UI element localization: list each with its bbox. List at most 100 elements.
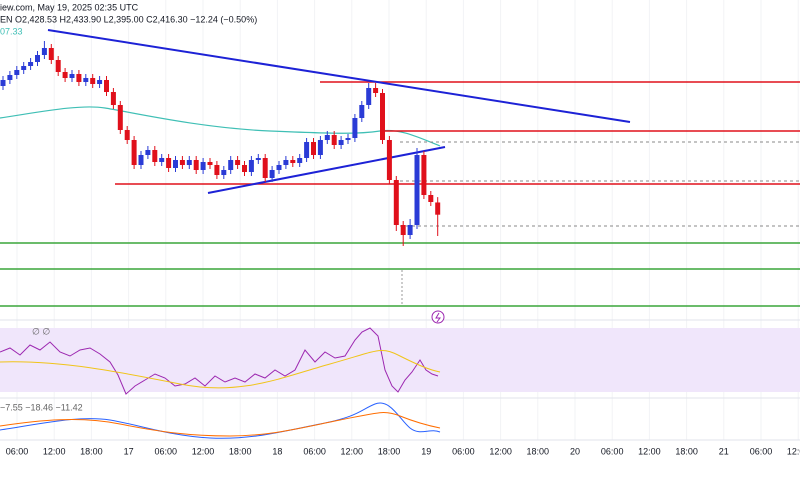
x-tick-label: 06:00 <box>601 446 624 456</box>
candle-body <box>186 160 192 165</box>
candle-body <box>97 80 103 84</box>
candle-body <box>317 140 323 155</box>
candle-body <box>262 158 268 178</box>
candle-body <box>90 78 96 84</box>
candle-body <box>159 158 165 162</box>
candle-body <box>352 118 358 138</box>
candle-body <box>110 92 116 105</box>
candle-body <box>269 170 275 178</box>
candle-body <box>428 195 434 202</box>
candle-body <box>14 70 20 75</box>
x-tick-label: 06:00 <box>452 446 475 456</box>
candle-body <box>138 155 144 165</box>
candle-body <box>0 80 6 86</box>
candle-body <box>131 140 137 165</box>
candle-body <box>228 160 234 170</box>
candle-body <box>214 165 220 175</box>
candle-body <box>173 160 178 168</box>
candle-body <box>414 155 420 225</box>
x-tick-label: 21 <box>719 446 729 456</box>
candle-body <box>393 180 399 225</box>
header-source: iew.com, May 19, 2025 02:35 UTC <box>0 2 139 12</box>
candle-body <box>290 160 296 163</box>
candle-body <box>193 160 199 170</box>
candle-body <box>166 158 172 168</box>
candle-body <box>338 140 344 145</box>
candle-body <box>69 74 75 78</box>
candle-body <box>345 138 351 140</box>
x-tick-label: 12:00 <box>638 446 661 456</box>
event-icon[interactable] <box>431 310 445 324</box>
x-tick-label: 12:00 <box>787 446 800 456</box>
x-tick-label: 18:00 <box>378 446 401 456</box>
candle-body <box>359 105 365 118</box>
x-tick-label: 06:00 <box>303 446 326 456</box>
candle-body <box>152 150 158 162</box>
x-tick-label: 12:00 <box>489 446 512 456</box>
x-tick-label: 12:00 <box>43 446 66 456</box>
candle-body <box>283 160 289 165</box>
x-tick-label: 06:00 <box>750 446 773 456</box>
x-tick-label: 18:00 <box>675 446 698 456</box>
candle-body <box>207 162 213 165</box>
rsi-line <box>0 327 439 395</box>
candle-body <box>35 55 40 62</box>
candle-body <box>145 150 151 155</box>
candle-body <box>407 225 413 235</box>
levels <box>0 81 800 307</box>
candle-body <box>373 88 379 93</box>
x-tick-label: 06:00 <box>6 446 29 456</box>
candle-body <box>48 48 54 60</box>
x-tick-label: 18 <box>272 446 282 456</box>
candle-body <box>366 88 372 105</box>
candle-body <box>380 93 385 140</box>
candle-body <box>255 158 261 160</box>
event-icon-bolt <box>435 312 441 323</box>
candle-body <box>221 170 227 175</box>
candle-body <box>235 160 241 165</box>
candle-body <box>324 135 330 140</box>
candle-body <box>62 72 68 78</box>
x-tick-label: 18:00 <box>229 446 252 456</box>
candle-body <box>41 48 47 55</box>
candle-body <box>304 142 310 158</box>
candle-body <box>248 160 254 172</box>
x-tick-label: 12:00 <box>341 446 364 456</box>
x-tick-label: 19 <box>421 446 431 456</box>
candle-body <box>297 158 303 163</box>
rsi-band <box>0 328 800 392</box>
x-tick-label: 20 <box>570 446 580 456</box>
candle-body <box>104 80 109 92</box>
candle-body <box>386 140 392 180</box>
macd-signal <box>0 412 441 437</box>
candle-body <box>421 155 427 195</box>
header-ohlc: EN O2,428.53 H2,433.90 L2,395.00 C2,416.… <box>0 14 257 24</box>
candle-body <box>331 135 337 145</box>
candle-body <box>83 78 89 82</box>
moving-average <box>0 106 441 147</box>
candle-body <box>276 165 282 170</box>
candle-body <box>435 202 441 215</box>
candle-body <box>242 165 247 172</box>
candle-body <box>400 225 406 235</box>
x-tick-label: 06:00 <box>155 446 178 456</box>
candle-body <box>179 160 185 165</box>
candle-body <box>200 162 206 170</box>
x-tick-label: 18:00 <box>80 446 103 456</box>
trend-line <box>47 29 631 123</box>
candle-body <box>28 62 34 66</box>
candles <box>0 41 441 246</box>
candle-body <box>124 130 130 140</box>
macd-label: −7.55 −18.46 −11.42 <box>0 402 83 412</box>
candle-body <box>117 105 123 130</box>
x-tick-label: 18:00 <box>527 446 550 456</box>
ma-label: 07.33 <box>0 26 23 36</box>
candle-body <box>311 142 316 155</box>
candle-body <box>55 60 61 72</box>
candle-body <box>76 74 82 82</box>
candle-body <box>7 75 13 80</box>
candle-body <box>21 66 27 70</box>
rsi-label: ∅ ∅ <box>32 326 50 336</box>
x-tick-label: 17 <box>124 446 134 456</box>
